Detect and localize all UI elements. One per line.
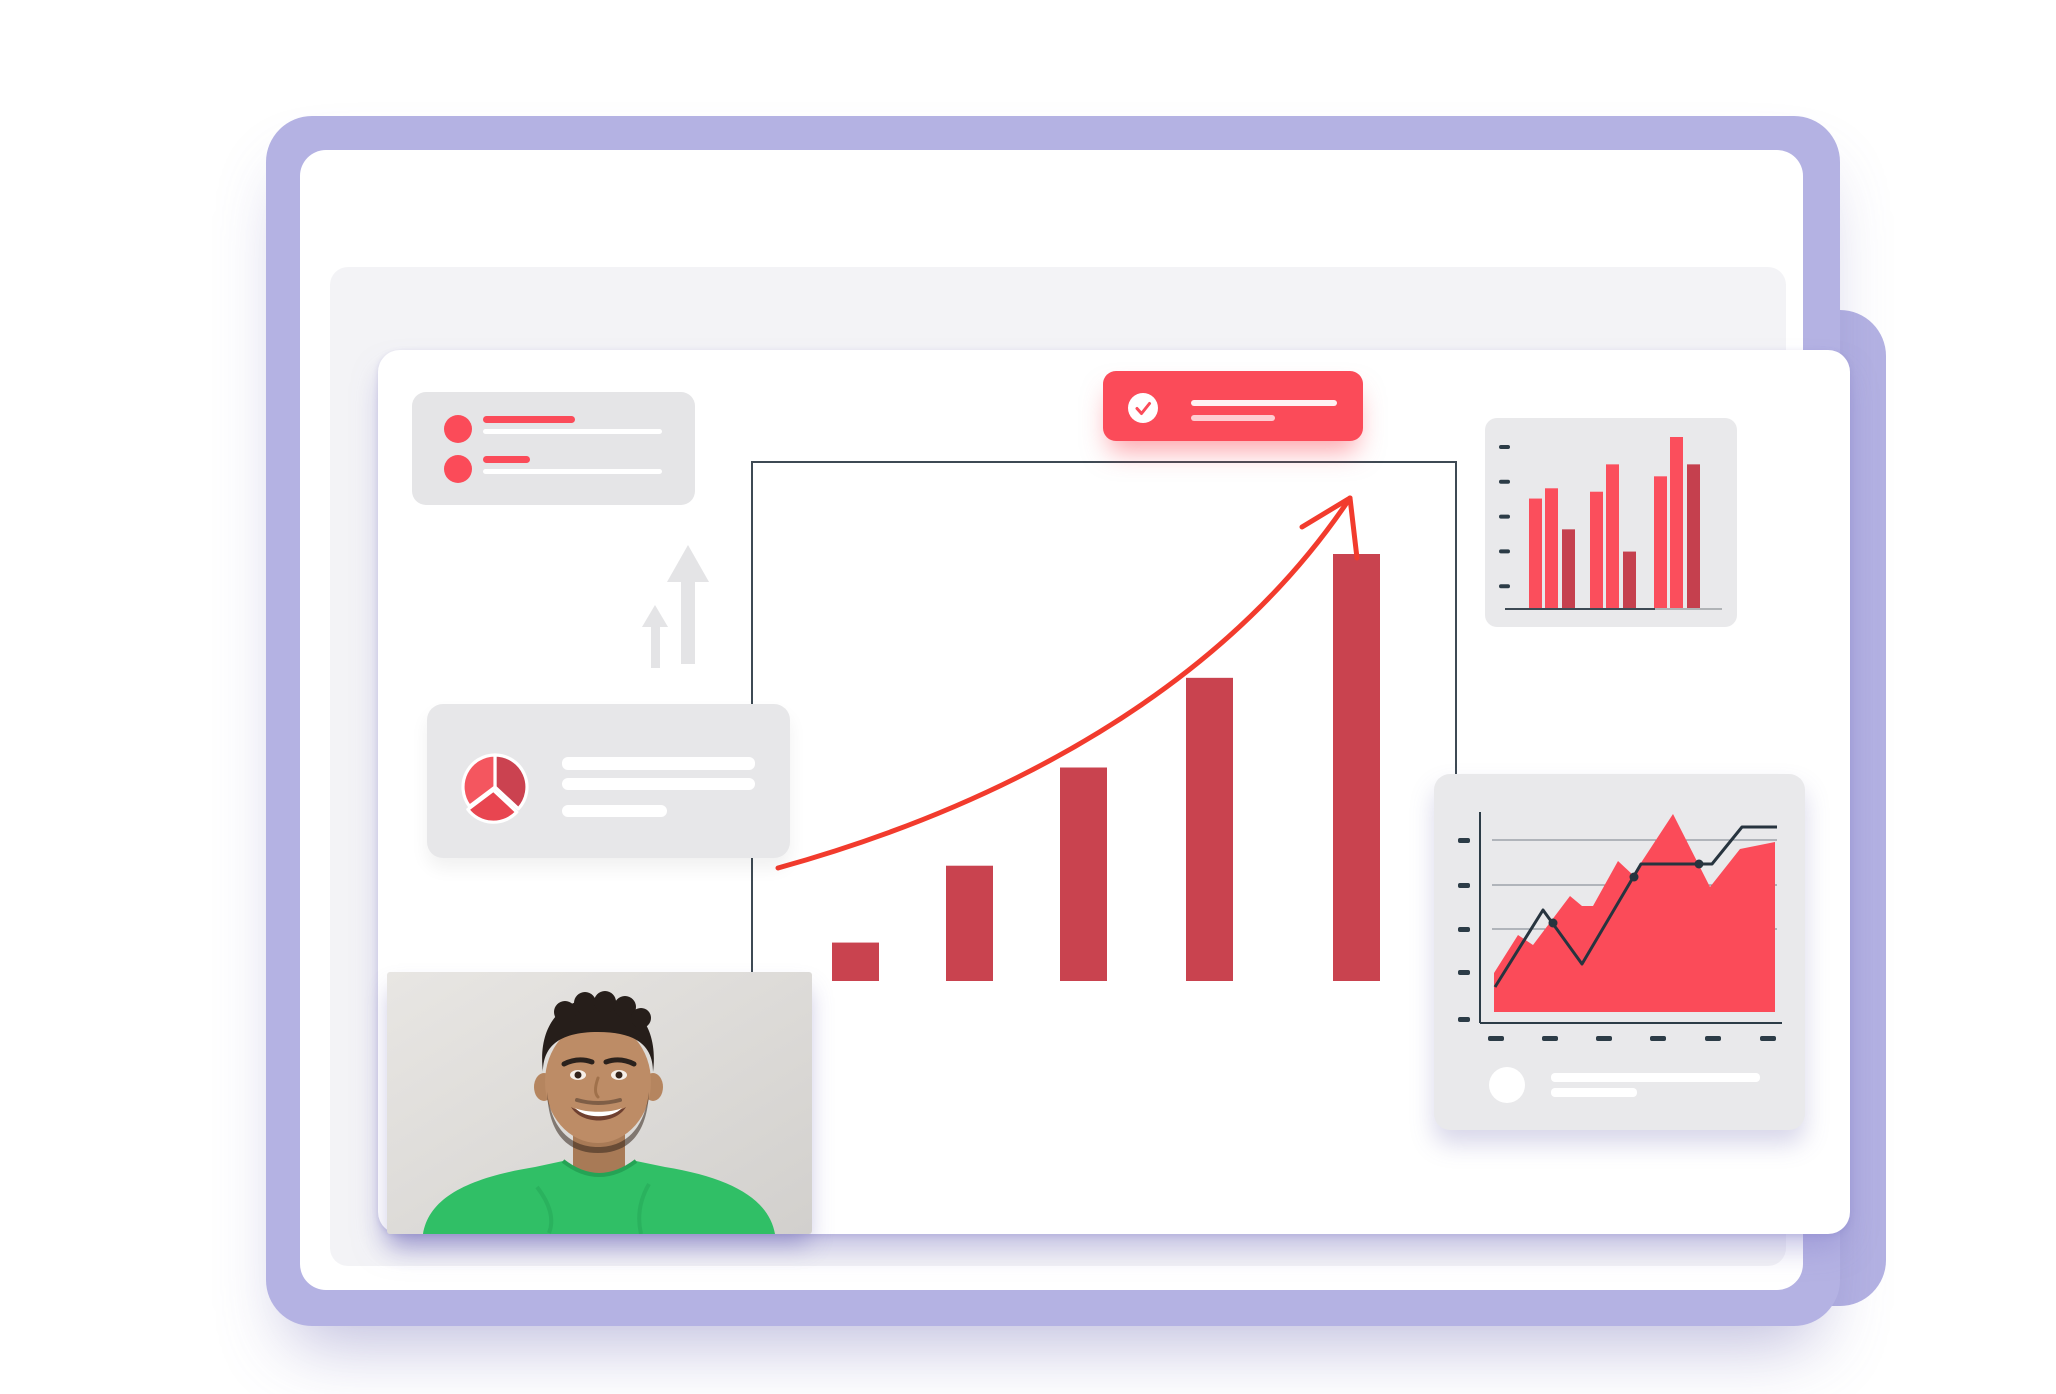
list-placeholder-card [412,392,695,505]
pie-chart-card [427,704,790,858]
notification-banner[interactable] [1103,371,1363,441]
grouped-bar-chart-card [1485,418,1737,627]
person-photo-illustration [387,972,812,1234]
list-item-title-line [483,456,530,463]
growth-bar-chart-svg [751,461,1457,1013]
pie-chart-icon [461,753,529,824]
area-line-chart-svg [1458,812,1782,1041]
area-line-chart-card [1434,774,1805,1130]
dashboard-card [378,350,1850,1234]
list-item-bullet [444,455,472,483]
area-card-footer-line [1551,1088,1637,1097]
avatar-placeholder-circle [1489,1067,1525,1103]
check-icon [1128,393,1158,423]
list-item-subtitle-line [483,429,662,434]
banner-text-line [1191,400,1337,406]
up-arrows-icon [642,545,709,668]
person-photo [387,972,812,1234]
list-item-title-line [483,416,575,423]
pie-card-text-line [562,757,755,770]
pie-card-text-line [562,805,667,817]
list-item-subtitle-line [483,469,662,474]
list-item-bullet [444,415,472,443]
area-card-footer-line [1551,1073,1760,1082]
growth-bar-chart [751,461,1457,1013]
pie-card-text-line [562,778,755,790]
banner-text-line [1191,415,1275,421]
grouped-bar-chart-svg [1499,437,1722,610]
